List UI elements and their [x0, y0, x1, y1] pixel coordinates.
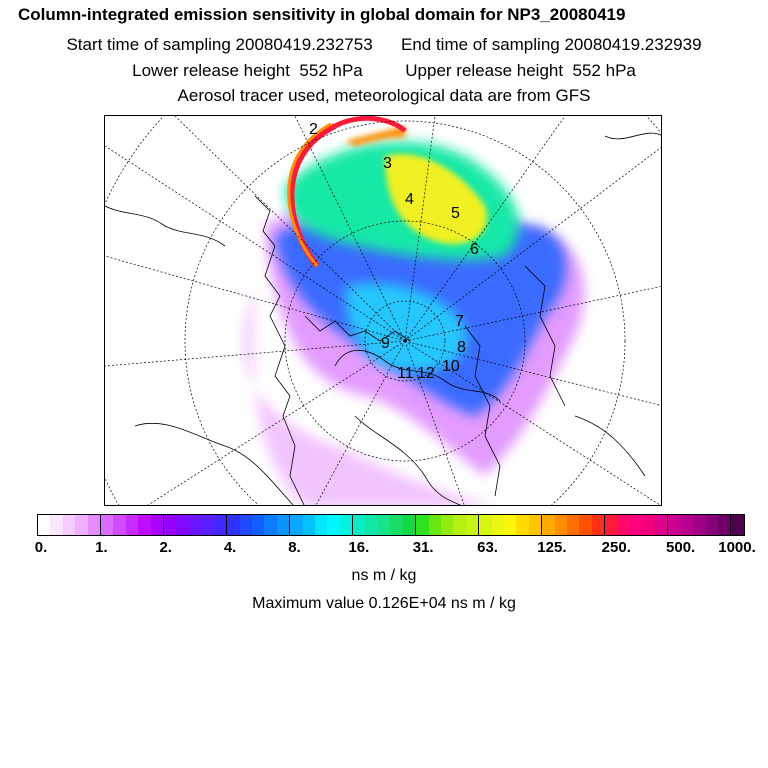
colorbar-cell	[353, 515, 366, 535]
colorbar-cell	[693, 515, 706, 535]
colorbar-cell	[390, 515, 403, 535]
colorbar-cell	[176, 515, 189, 535]
colorbar-cell	[579, 515, 592, 535]
colorbar-cell	[402, 515, 417, 535]
colorbar-cell	[101, 515, 114, 535]
colorbar-cell	[416, 515, 429, 535]
colorbar-cell	[605, 515, 618, 535]
colorbar-cell	[251, 515, 265, 535]
colorbar-cell	[150, 515, 165, 535]
colorbar-cell	[87, 515, 102, 535]
release-height-line: Lower release height 552 hPa Upper relea…	[132, 61, 636, 80]
colorbar-cell	[654, 515, 669, 535]
plume-cyan	[345, 282, 467, 372]
colorbar-cell	[428, 515, 441, 535]
colorbar-tick-label: 1.	[95, 539, 108, 556]
colorbar-cell	[276, 515, 291, 535]
maximum-value-text: Maximum value 0.126E+04 ns m / kg	[252, 595, 516, 612]
colorbar-cell	[113, 515, 126, 535]
colorbar-cell	[50, 515, 63, 535]
plot-title: Column-integrated emission sensitivity i…	[18, 5, 626, 24]
colorbar-cell	[302, 515, 315, 535]
sensitivity-field	[243, 126, 585, 505]
sampling-time-line: Start time of sampling 20080419.232753 E…	[66, 35, 702, 54]
colorbar-cell	[138, 515, 151, 535]
traj-label-12: 12	[417, 365, 435, 382]
sensitivity-map: 2 3 4 5 6 7 8 9 10 11 12	[104, 115, 662, 506]
colorbar-cell	[188, 515, 202, 535]
colorbar-cell	[617, 515, 631, 535]
colorbar-cell	[705, 515, 718, 535]
colorbar-cell	[642, 515, 655, 535]
colorbar-tick-label: 63.	[477, 539, 498, 556]
traj-label-9: 9	[381, 335, 390, 352]
colorbar-cell	[164, 515, 177, 535]
trajectory-labels: 2 3 4 5 6 7 8 9 10 11 12	[309, 121, 479, 382]
colorbar	[37, 514, 745, 536]
colorbar-cell	[567, 515, 580, 535]
traj-label-6: 6	[470, 241, 479, 258]
colorbar-tick-label: 4.	[223, 539, 237, 556]
colorbar-tick-label: 2.	[159, 539, 172, 556]
traj-label-8: 8	[457, 339, 466, 356]
colorbar-cell	[441, 515, 454, 535]
colorbar-cell	[314, 515, 328, 535]
colorbar-cell	[516, 515, 529, 535]
colorbar-cell	[717, 515, 732, 535]
map-canvas: 2 3 4 5 6 7 8 9 10 11 12	[105, 116, 661, 505]
plume-orange	[345, 126, 405, 146]
colorbar-cell	[554, 515, 568, 535]
colorbar-tick-label: 125.	[537, 539, 567, 556]
colorbar-cell	[327, 515, 340, 535]
plume-mid-high	[385, 154, 487, 245]
plume-low-south	[243, 286, 500, 505]
colorbar-cell	[38, 515, 51, 535]
colorbar-cell	[479, 515, 492, 535]
tracer-info-line: Aerosol tracer used, meteorological data…	[177, 86, 591, 105]
colorbar-cell	[264, 515, 277, 535]
colorbar-tick-label: 8.	[288, 539, 301, 556]
colorbar-cell	[377, 515, 391, 535]
colorbar-cell	[227, 515, 240, 535]
colorbar-cell	[62, 515, 76, 535]
traj-label-4: 4	[405, 191, 414, 208]
traj-label-11: 11	[397, 365, 414, 382]
colorbar-cell	[668, 515, 681, 535]
colorbar-cell	[75, 515, 88, 535]
colorbar-cell	[125, 515, 139, 535]
colorbar-cell	[528, 515, 543, 535]
colorbar-cell	[491, 515, 505, 535]
trajectory-arc	[287, 116, 407, 268]
colorbar-cell	[339, 515, 354, 535]
colorbar-cell	[542, 515, 555, 535]
colorbar-cell	[591, 515, 606, 535]
colorbar-cell	[465, 515, 480, 535]
colorbar-cell	[453, 515, 466, 535]
colorbar-cell	[290, 515, 303, 535]
coastlines	[105, 132, 661, 505]
colorbar-cell	[504, 515, 517, 535]
colorbar-cell	[680, 515, 694, 535]
colorbar-tick-label: 0.	[34, 539, 48, 556]
traj-label-7: 7	[455, 313, 464, 330]
graticule	[105, 116, 661, 505]
colorbar-units: ns m / kg	[351, 567, 417, 584]
colorbar-ticks: 0. 1. 2. 4. 8. 16. 31. 63. 125. 250. 500. 1000.	[0, 539, 768, 559]
traj-label-3: 3	[383, 155, 392, 172]
colorbar-tick-label: 500.	[666, 539, 696, 556]
colorbar-tick-label: 250.	[601, 539, 631, 556]
colorbar-tick-label: 16.	[348, 539, 370, 556]
traj-label-2: 2	[309, 121, 318, 138]
colorbar-cell	[731, 515, 744, 535]
colorbar-cell	[213, 515, 228, 535]
colorbar-cell	[630, 515, 643, 535]
colorbar-cell	[365, 515, 378, 535]
colorbar-tick-label: 31.	[412, 539, 434, 556]
colorbar-cell	[201, 515, 214, 535]
traj-label-10: 10	[442, 358, 460, 375]
colorbar-tick-label: 1000.	[718, 539, 756, 556]
traj-label-5: 5	[451, 205, 460, 222]
colorbar-cell	[239, 515, 252, 535]
